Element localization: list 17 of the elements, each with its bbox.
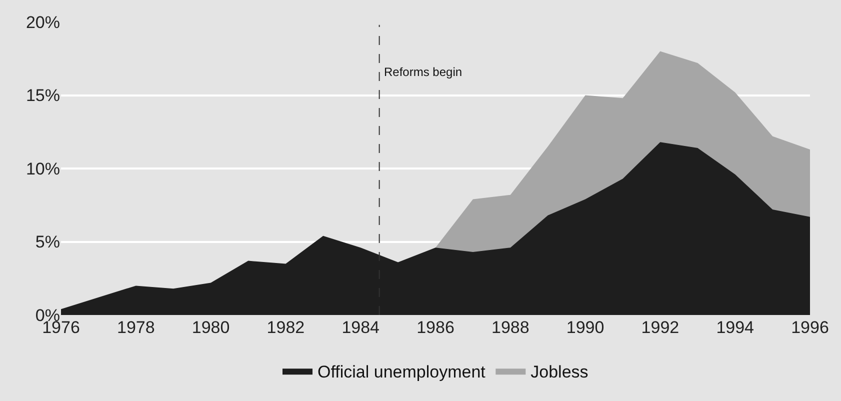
legend-label: Jobless [530, 362, 588, 382]
x-tick-label: 1984 [342, 318, 380, 337]
y-tick-label: 5% [35, 232, 60, 252]
x-tick-label: 1978 [116, 318, 155, 337]
x-tick-label: 1992 [641, 318, 680, 337]
ref-line-label: Reforms begin [384, 65, 462, 79]
y-tick-label: 15% [26, 86, 60, 106]
x-tick-label: 1986 [416, 318, 454, 337]
x-tick-label: 1994 [716, 318, 754, 337]
x-tick-label: 1990 [566, 318, 604, 337]
y-tick-label: 20% [26, 12, 60, 32]
x-tick-label: 1982 [266, 318, 305, 337]
x-tick-label: 1988 [491, 318, 530, 337]
y-tick-label: 10% [26, 159, 60, 178]
x-tick-label: 1980 [192, 318, 230, 337]
legend-label: Official unemployment [318, 362, 486, 382]
x-tick-label: 1996 [791, 318, 829, 337]
